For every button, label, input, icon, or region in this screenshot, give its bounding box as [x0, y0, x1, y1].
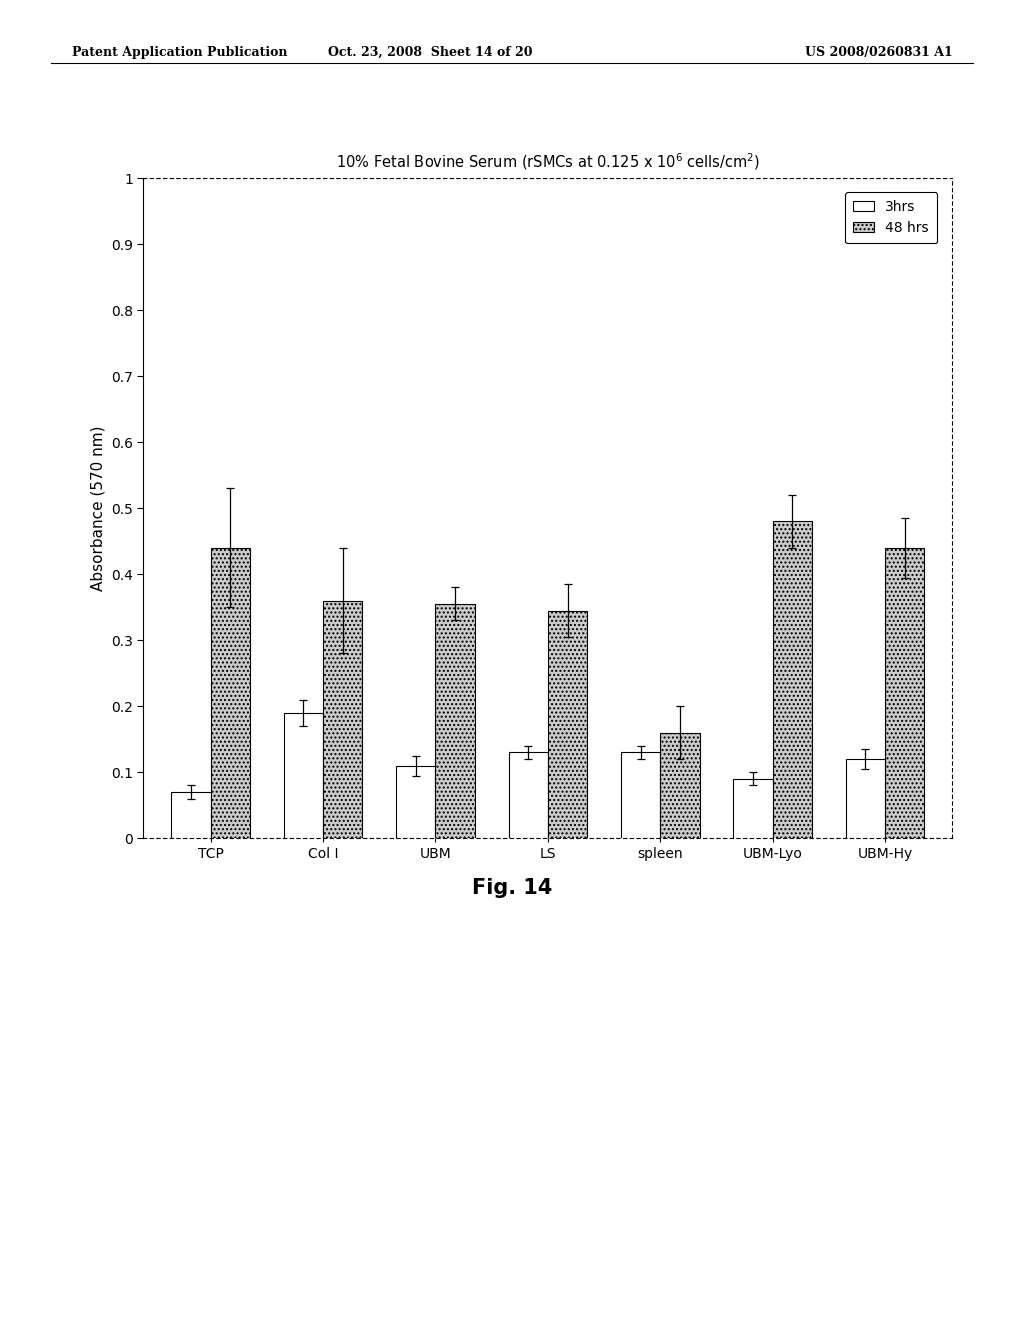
Bar — [621, 752, 660, 838]
Bar — [548, 610, 587, 838]
Legend: 3hrs, 48 hrs: 3hrs, 48 hrs — [845, 191, 937, 243]
Bar — [435, 605, 475, 838]
Y-axis label: Absorbance (570 nm): Absorbance (570 nm) — [90, 425, 105, 591]
Text: Fig. 14: Fig. 14 — [472, 878, 552, 898]
Text: US 2008/0260831 A1: US 2008/0260831 A1 — [805, 46, 952, 59]
Bar — [171, 792, 211, 838]
Bar — [324, 601, 362, 838]
Bar — [211, 548, 250, 838]
Bar — [772, 521, 812, 838]
Text: Oct. 23, 2008  Sheet 14 of 20: Oct. 23, 2008 Sheet 14 of 20 — [328, 46, 532, 59]
Bar — [885, 548, 925, 838]
Bar — [660, 733, 699, 838]
Text: Patent Application Publication: Patent Application Publication — [72, 46, 287, 59]
Title: 10% Fetal Bovine Serum (rSMCs at 0.125 x 10$^6$ cells/cm$^2$): 10% Fetal Bovine Serum (rSMCs at 0.125 x… — [336, 150, 760, 172]
Bar — [733, 779, 772, 838]
Bar — [396, 766, 435, 838]
Bar — [509, 752, 548, 838]
Bar — [284, 713, 324, 838]
Bar — [846, 759, 885, 838]
